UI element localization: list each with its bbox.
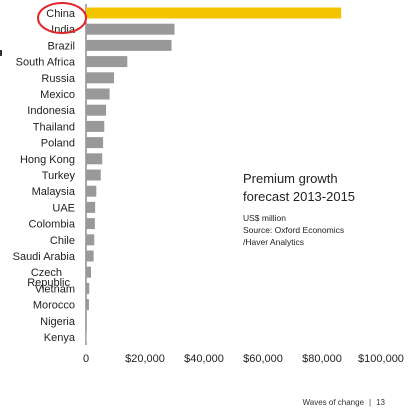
bar-india [86, 23, 175, 35]
bar-colombia [86, 218, 95, 230]
bar-czech-republic [86, 266, 92, 278]
chart-source: US$ million Source: Oxford Economics /Ha… [243, 212, 408, 248]
chart-source-line-1: Source: Oxford Economics [243, 225, 345, 235]
category-label-malaysia: Malaysia [32, 186, 76, 198]
chart-legend-box: Premium growth forecast 2013-2015 US$ mi… [243, 170, 408, 248]
decorative-mark [0, 50, 2, 56]
bar-hong-kong [86, 153, 103, 165]
x-tick-label: $20,000 [125, 353, 165, 365]
category-label-morocco: Morocco [33, 300, 75, 312]
chart-title-line-2: forecast 2013-2015 [243, 189, 356, 204]
category-label-vietnam: Vietnam [35, 283, 75, 295]
chart-title-line-1: Premium growth [243, 171, 338, 186]
category-label-india: India [51, 24, 76, 36]
bar-kenya [86, 331, 87, 343]
chart-units: US$ million [243, 213, 286, 223]
x-tick-label: $80,000 [302, 353, 342, 365]
bar-south-africa [86, 56, 128, 68]
category-label-saudi-arabia: Saudi Arabia [13, 251, 76, 263]
bar-china [86, 7, 342, 19]
category-label-mexico: Mexico [40, 89, 75, 101]
bar-nigeria [86, 315, 87, 327]
chart-title: Premium growth forecast 2013-2015 [243, 170, 408, 206]
footer-separator: | [369, 398, 372, 407]
chart-source-line-2: /Haver Analytics [243, 237, 304, 247]
category-label-colombia: Colombia [29, 219, 76, 231]
category-label-kenya: Kenya [44, 332, 76, 344]
bar-mexico [86, 88, 110, 100]
bar-saudi-arabia [86, 250, 94, 262]
bar-turkey [86, 169, 101, 181]
x-tick-label: $40,000 [184, 353, 224, 365]
category-label-poland: Poland [41, 138, 75, 150]
category-label-russia: Russia [41, 73, 76, 85]
page-footer: Waves of change | 13 [303, 398, 386, 407]
bar-indonesia [86, 104, 107, 116]
bar-thailand [86, 120, 105, 132]
bar-poland [86, 137, 104, 149]
highlight-circle [37, 2, 87, 34]
bar-malaysia [86, 185, 97, 197]
category-label-nigeria: Nigeria [40, 316, 76, 328]
footer-title: Waves of change [302, 398, 365, 407]
bar-morocco [86, 299, 89, 311]
x-tick-label: $60,000 [243, 353, 283, 365]
bar-vietnam [86, 282, 90, 294]
category-label-czech: Czech [31, 267, 62, 279]
category-label-uae: UAE [52, 202, 75, 214]
category-label-brazil: Brazil [47, 40, 75, 52]
bar-brazil [86, 39, 172, 51]
category-label-south-africa: South Africa [16, 57, 76, 69]
bar-uae [86, 201, 96, 213]
category-label-china: China [46, 8, 76, 20]
category-label-chile: Chile [50, 235, 75, 247]
bar-russia [86, 72, 115, 84]
category-label-indonesia: Indonesia [27, 105, 76, 117]
bar-chile [86, 234, 95, 246]
category-label-republic: Republic [27, 277, 70, 289]
x-tick-label: $100,000 [358, 353, 404, 365]
category-label-hong-kong: Hong Kong [20, 154, 75, 166]
category-label-thailand: Thailand [33, 121, 75, 133]
x-tick-label: 0 [83, 353, 89, 365]
category-label-turkey: Turkey [42, 170, 76, 182]
page-number: 13 [376, 398, 385, 407]
